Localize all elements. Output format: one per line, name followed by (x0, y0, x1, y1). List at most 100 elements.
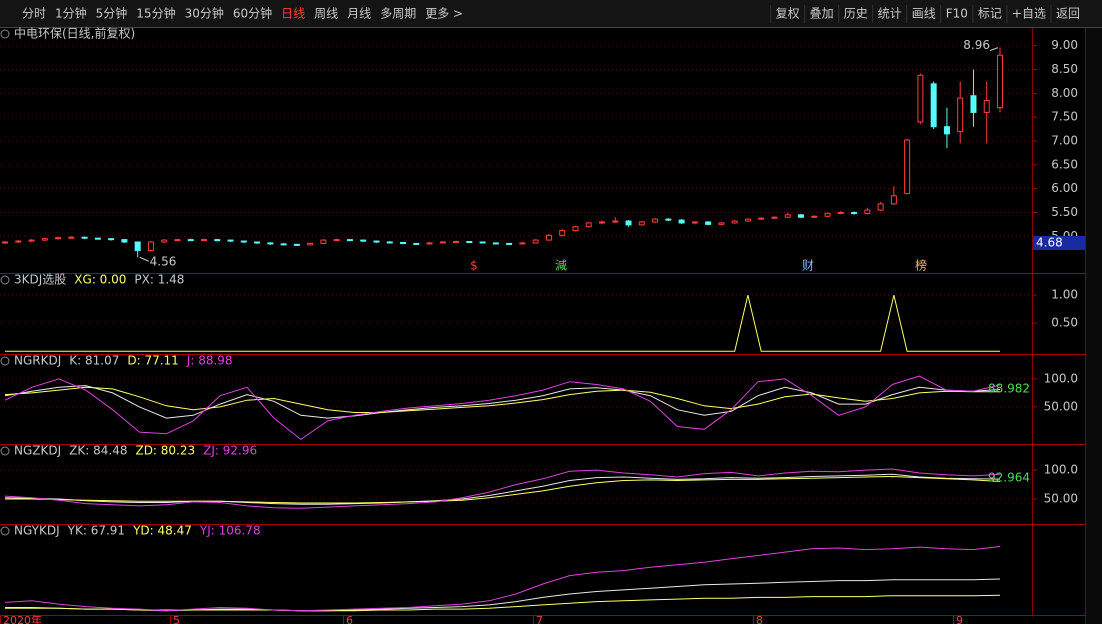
candle-body (28, 239, 35, 242)
candle-body (201, 239, 207, 242)
candle-body (214, 239, 221, 242)
panel-title: NGRKDJ (14, 354, 61, 368)
candle-body (413, 242, 420, 245)
candle-body (346, 239, 353, 242)
candle-body (559, 230, 566, 236)
legend-entry: J: 88.98 (186, 354, 233, 368)
legend-entry: ZJ: 92.96 (203, 444, 257, 458)
panel-menu-icon[interactable] (0, 275, 10, 285)
candle-body (227, 239, 234, 242)
date-label: 2020年 (3, 613, 42, 624)
candle-body (930, 83, 937, 128)
candle-body (2, 241, 8, 244)
candle-body (320, 239, 327, 244)
date-label: 8 (756, 614, 763, 624)
candle-body (890, 195, 897, 205)
candle-body (81, 236, 88, 239)
candle-body (187, 239, 194, 242)
toolbar-button[interactable]: 标记 (978, 7, 1002, 21)
candle-body (824, 212, 831, 217)
panel-menu-icon[interactable] (0, 356, 10, 366)
toolbar (0, 0, 1102, 27)
toolbar-button[interactable]: 返回 (1056, 7, 1080, 21)
panel-title: NGYKDJ (14, 524, 60, 538)
low-arrow (139, 256, 149, 262)
candle-body (851, 211, 858, 214)
period-tab[interactable]: 周线 (314, 7, 338, 21)
candle-body (545, 234, 552, 241)
candle-body (811, 215, 818, 218)
legend-entry: ZD: 80.23 (135, 444, 195, 458)
candle-body (864, 209, 871, 214)
candle-body (519, 242, 526, 245)
y-tick-label: 100.0 (1044, 463, 1078, 477)
candle-body (94, 237, 101, 240)
candle-body (585, 222, 592, 228)
toolbar-button[interactable]: 历史 (844, 7, 868, 21)
candle-body (758, 217, 765, 220)
period-tab[interactable]: 分时 (22, 7, 46, 21)
price-tag: 4.68 (1036, 236, 1063, 250)
toolbar-button[interactable]: 画线 (912, 7, 936, 21)
toolbar-button[interactable]: 统计 (878, 7, 902, 21)
candle-body (691, 221, 698, 224)
candle-body (439, 241, 446, 244)
period-tab[interactable]: 15分钟 (136, 6, 175, 21)
toolbar-button[interactable]: F10 (946, 7, 968, 21)
candle-body (532, 239, 539, 244)
period-tab[interactable]: 5分钟 (96, 6, 128, 21)
event-marker[interactable]: 減 (555, 258, 567, 273)
event-marker[interactable]: 榜 (915, 258, 927, 273)
end-value-label: 88.982 (988, 382, 1030, 396)
candle-body (572, 226, 579, 232)
candle-body (506, 242, 513, 245)
candle-body (877, 203, 884, 211)
candle-body (174, 239, 181, 242)
event-marker[interactable]: $ (470, 259, 478, 273)
candle-body (240, 240, 247, 243)
y-tick-label: 6.50 (1051, 157, 1078, 171)
y-tick-label: 8.50 (1051, 62, 1078, 76)
period-tab[interactable]: 60分钟 (233, 6, 272, 21)
y-tick-label: 9.00 (1051, 38, 1078, 52)
candle-body (161, 239, 168, 243)
period-tab[interactable]: 30分钟 (185, 6, 224, 21)
panel-menu-icon[interactable] (0, 446, 10, 456)
period-tab[interactable]: 多周期 (380, 7, 416, 21)
candle-body (784, 214, 791, 218)
candle-body (333, 239, 340, 242)
indicator-line (5, 594, 1001, 612)
period-tab[interactable]: 月线 (347, 7, 371, 21)
low-label: 4.56 (150, 255, 177, 269)
y-tick-label: 6.00 (1051, 181, 1078, 195)
candle-body (293, 243, 300, 246)
candle-body (983, 100, 990, 113)
period-tab[interactable]: 1分钟 (55, 6, 87, 21)
candle-body (108, 238, 115, 241)
toolbar-button[interactable]: +自选 (1012, 7, 1046, 21)
candle-body (453, 241, 460, 244)
panel-menu-icon[interactable] (0, 526, 10, 536)
candle-body (771, 216, 778, 219)
period-tab[interactable]: 更多 > (425, 7, 463, 21)
y-tick-label: 8.00 (1051, 86, 1078, 100)
toolbar-button[interactable]: 叠加 (810, 7, 834, 21)
high-arrow (989, 47, 999, 52)
candle-body (426, 242, 433, 245)
candle-body (943, 126, 950, 135)
panel-title: 中电环保(日线,前复权) (14, 26, 135, 41)
y-tick-label: 5.50 (1051, 205, 1078, 219)
toolbar-button[interactable]: 复权 (776, 7, 800, 21)
candle-body (55, 237, 62, 240)
panel-menu-icon[interactable] (0, 29, 10, 39)
legend-entry: XG: 0.00 (74, 273, 126, 287)
indicator-line (4, 546, 1001, 612)
event-marker[interactable]: 财 (802, 259, 814, 273)
period-tab[interactable]: 日线 (281, 7, 305, 21)
candle-body (638, 221, 645, 226)
panel-title: NGZKDJ (14, 444, 61, 458)
legend-entry: YD: 48.47 (132, 524, 192, 538)
candle-body (625, 220, 632, 226)
indicator-line (4, 386, 1001, 413)
candle-body (41, 238, 48, 241)
